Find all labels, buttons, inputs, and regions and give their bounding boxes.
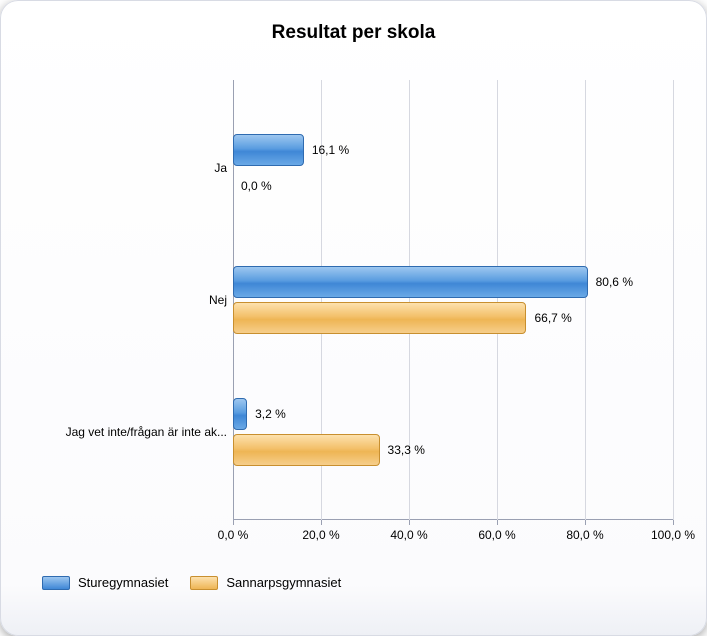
x-tick-label: 80,0 % xyxy=(566,528,603,542)
category-label: Ja xyxy=(214,161,227,175)
x-tick-mark xyxy=(233,520,234,525)
bar xyxy=(233,398,247,430)
x-tick-mark xyxy=(673,520,674,525)
value-label: 80,6 % xyxy=(596,275,633,289)
category-label: Nej xyxy=(209,293,227,307)
category-label: Jag vet inte/frågan är inte ak... xyxy=(66,425,227,439)
gridline xyxy=(497,80,498,520)
legend: Sturegymnasiet Sannarpsgymnasiet xyxy=(42,575,341,590)
x-tick-mark xyxy=(585,520,586,525)
x-tick-mark xyxy=(409,520,410,525)
legend-swatch xyxy=(190,576,218,590)
gridline xyxy=(585,80,586,520)
x-axis-line xyxy=(233,519,673,520)
x-tick-label: 60,0 % xyxy=(478,528,515,542)
legend-item: Sannarpsgymnasiet xyxy=(190,575,341,590)
legend-label: Sturegymnasiet xyxy=(78,575,168,590)
bar xyxy=(233,434,380,466)
legend-label: Sannarpsgymnasiet xyxy=(226,575,341,590)
chart-panel: Resultat per skola 0,0 %20,0 %40,0 %60,0… xyxy=(0,0,707,636)
value-label: 33,3 % xyxy=(388,443,425,457)
value-label: 0,0 % xyxy=(241,179,272,193)
value-label: 66,7 % xyxy=(534,311,571,325)
x-tick-label: 0,0 % xyxy=(218,528,249,542)
x-tick-mark xyxy=(497,520,498,525)
x-tick-label: 40,0 % xyxy=(390,528,427,542)
value-label: 3,2 % xyxy=(255,407,286,421)
plot-area: 0,0 %20,0 %40,0 %60,0 %80,0 %100,0 %Ja16… xyxy=(233,80,673,520)
bar xyxy=(233,134,304,166)
chart-title: Resultat per skola xyxy=(0,22,707,44)
bar xyxy=(233,266,588,298)
gridline xyxy=(673,80,674,520)
legend-item: Sturegymnasiet xyxy=(42,575,168,590)
x-tick-label: 20,0 % xyxy=(302,528,339,542)
legend-swatch xyxy=(42,576,70,590)
x-tick-mark xyxy=(321,520,322,525)
bar xyxy=(233,302,526,334)
x-tick-label: 100,0 % xyxy=(651,528,695,542)
value-label: 16,1 % xyxy=(312,143,349,157)
